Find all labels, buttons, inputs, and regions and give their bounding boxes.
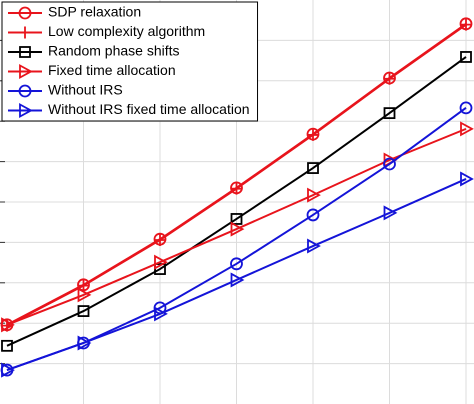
marker (307, 162, 319, 174)
marker (307, 128, 319, 141)
legend-marker (19, 46, 31, 58)
lines (0, 17, 474, 378)
series (1, 171, 474, 378)
legend-marker (19, 26, 31, 39)
marker (383, 107, 396, 120)
marker (307, 238, 321, 254)
series (1, 18, 472, 332)
marker (230, 213, 243, 225)
legend-label: Low complexity algorithm (48, 23, 205, 39)
marker (460, 18, 472, 31)
marker (77, 287, 92, 303)
legend-box (1, 1, 259, 122)
marker (1, 362, 15, 378)
marker (383, 72, 396, 85)
marker (230, 272, 245, 288)
marker (154, 254, 168, 270)
legend: SDP relaxation Low complexity algorithm Ra… (1, 1, 259, 122)
marker (460, 171, 474, 187)
marker (383, 157, 396, 171)
marker (383, 205, 398, 221)
marker (77, 335, 92, 351)
legend-label: SDP relaxation (48, 4, 141, 20)
marker (230, 182, 243, 195)
series (1, 121, 474, 333)
marker (1, 339, 13, 352)
legend-marker (19, 102, 33, 119)
marker (460, 121, 474, 137)
marker (230, 221, 245, 237)
marker (1, 317, 15, 333)
marker (230, 257, 243, 271)
legend-label: Fixed time allocation (48, 62, 176, 78)
legend-marker (18, 84, 32, 98)
marker (154, 233, 166, 246)
marker (77, 279, 90, 292)
legend-label: Without IRS fixed time allocation (48, 101, 250, 117)
marker (154, 306, 168, 322)
marker (459, 101, 473, 115)
marker (77, 305, 90, 317)
series-line (6, 127, 467, 326)
series-line (6, 56, 467, 347)
marker (307, 187, 321, 203)
legend-label: Without IRS (48, 82, 123, 98)
series-line (6, 178, 467, 372)
marker (306, 208, 320, 222)
legend-label: Random phase shifts (48, 43, 180, 59)
legend-marker (18, 6, 32, 20)
marker (460, 51, 472, 63)
legend-marker (19, 63, 33, 80)
